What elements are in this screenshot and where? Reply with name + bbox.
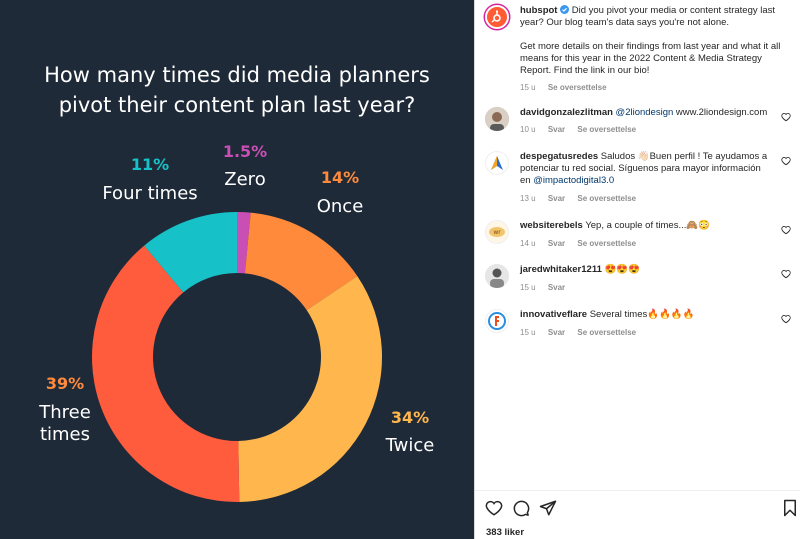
slice-pct-twice: 34% [390, 408, 430, 427]
reply-link[interactable]: Svar [547, 328, 566, 337]
comment-mention[interactable]: @2liondesign [615, 107, 674, 118]
comment-meta: 15 u Svar Se oversettelse [520, 328, 646, 337]
innovative-flare-logo-icon [488, 312, 506, 330]
comment-meta: 14 u Svar Se oversettelse [520, 239, 646, 248]
reply-link[interactable]: Svar [547, 125, 566, 134]
slice-name-four-times: Four times [102, 183, 198, 204]
comment-body: despegatusredes Saludos 👋🏻Buen perfil ! … [520, 151, 773, 187]
verified-badge-icon [560, 5, 570, 14]
comment-bubble-icon[interactable] [512, 499, 530, 517]
comment-text: 😍😍😍 [604, 264, 641, 275]
svg-text:wr: wr [493, 229, 501, 236]
share-send-icon[interactable] [539, 499, 557, 517]
like-heart-icon[interactable] [781, 314, 791, 324]
comment-time[interactable]: 13 u [520, 194, 536, 203]
chart-title-line-2: pivot their content plan last year? [58, 93, 416, 117]
like-heart-icon[interactable] [781, 225, 791, 235]
donut-slice-zero [237, 212, 251, 274]
comment-username[interactable]: jaredwhitaker1211 [520, 264, 602, 275]
comment-meta: 10 u Svar Se oversettelse [520, 125, 646, 134]
caption-text-2: Get more details on their findings from … [520, 41, 781, 76]
comment-body: websiterebels Yep, a couple of times...🙈… [520, 220, 773, 232]
comment-item: despegatusredes Saludos 👋🏻Buen perfil ! … [485, 151, 791, 206]
website-rebels-logo-icon: wr [489, 227, 505, 237]
comment-text: Yep, a couple of times...🙈😳 [585, 220, 711, 231]
commenter-avatar[interactable]: wr [485, 220, 509, 244]
comment-meta: 15 u Svar [520, 283, 575, 292]
comment-body: innovativeflare Several times🔥🔥🔥🔥 [520, 309, 773, 321]
caption-translate-link[interactable]: Se oversettelse [547, 83, 607, 92]
slice-name-once: Once [316, 196, 364, 217]
donut-slice-four-times [144, 212, 237, 293]
like-heart-icon[interactable] [781, 112, 791, 122]
donut-chart [91, 212, 382, 502]
translate-link[interactable]: Se oversettelse [577, 328, 637, 337]
caption-body: hubspot Did you pivot your media or cont… [520, 5, 791, 77]
caption-meta: 15 u Se oversettelse [520, 83, 617, 92]
reply-link[interactable]: Svar [547, 194, 566, 203]
slice-name-zero: Zero [224, 169, 266, 190]
donut-slice-three-times [91, 245, 240, 502]
like-heart-icon[interactable] [485, 499, 503, 517]
comment-body: jaredwhitaker1211 😍😍😍 [520, 264, 773, 276]
commenter-avatar[interactable] [485, 264, 509, 288]
comment-text: Several times🔥🔥🔥🔥 [589, 309, 695, 320]
slice-name-three-times: Three times [39, 402, 91, 445]
post-image: How many times did media planners pivot … [0, 0, 474, 539]
comment-time[interactable]: 10 u [520, 125, 536, 134]
like-heart-icon[interactable] [781, 156, 791, 166]
reply-link[interactable]: Svar [547, 283, 566, 292]
reply-link[interactable]: Svar [547, 239, 566, 248]
person-photo-icon [485, 107, 509, 131]
comment-text: www.2liondesign.com [675, 107, 768, 118]
slice-pct-four-times: 11% [130, 155, 170, 174]
chart-title: How many times did media planners pivot … [20, 60, 454, 120]
post-caption: hubspot Did you pivot your media or cont… [485, 5, 791, 95]
donut-slice-once [244, 212, 358, 311]
commenter-avatar[interactable] [485, 309, 509, 333]
comment-time[interactable]: 15 u [520, 283, 536, 292]
chart-title-line-1: How many times did media planners [44, 63, 430, 87]
comment-mention[interactable]: @impactodigital3.0 [533, 175, 615, 186]
comment-username[interactable]: despegatusredes [520, 151, 599, 162]
hubspot-avatar[interactable] [485, 5, 509, 29]
comment-item: innovativeflare Several times🔥🔥🔥🔥 15 u S… [485, 309, 791, 344]
commenter-avatar[interactable] [485, 151, 509, 175]
translate-link[interactable]: Se oversettelse [577, 125, 637, 134]
comment-text: Saludos 👋🏻Buen perfil ! Te ayudamos a po… [520, 151, 768, 186]
comment-username[interactable]: websiterebels [520, 220, 583, 231]
caption-time[interactable]: 15 u [520, 83, 536, 92]
translate-link[interactable]: Se oversettelse [577, 239, 637, 248]
comment-body: davidgonzalezlitman @2liondesign www.2li… [520, 107, 773, 119]
comment-item: wr websiterebels Yep, a couple of times.… [485, 220, 791, 255]
post-action-bar [475, 490, 800, 530]
caption-text-1: Did you pivot your media or content stra… [520, 5, 776, 28]
comment-item: davidgonzalezlitman @2liondesign www.2li… [485, 107, 791, 142]
comments-panel: hubspot Did you pivot your media or cont… [474, 0, 800, 539]
comment-username[interactable]: innovativeflare [520, 309, 588, 320]
comment-meta: 13 u Svar Se oversettelse [520, 194, 646, 203]
slice-pct-once: 14% [320, 168, 360, 187]
comment-item: jaredwhitaker1211 😍😍😍 15 u Svar [485, 264, 791, 299]
caption-username[interactable]: hubspot [520, 5, 558, 16]
comment-username[interactable]: davidgonzalezlitman [520, 107, 613, 118]
comment-time[interactable]: 15 u [520, 328, 536, 337]
like-heart-icon[interactable] [781, 269, 791, 279]
impacto-logo-icon [491, 156, 503, 170]
comment-time[interactable]: 14 u [520, 239, 536, 248]
bookmark-save-icon[interactable] [781, 499, 799, 517]
donut-slice-twice [238, 276, 382, 502]
translate-link[interactable]: Se oversettelse [577, 194, 637, 203]
hubspot-logo-icon [491, 10, 501, 23]
commenter-avatar[interactable] [485, 107, 509, 131]
likes-count[interactable]: 383 liker [486, 527, 525, 538]
slice-pct-zero: 1.5% [222, 142, 268, 161]
slice-name-twice: Twice [385, 435, 435, 456]
slice-pct-three-times: 39% [45, 374, 85, 393]
person-photo-icon [485, 264, 509, 288]
